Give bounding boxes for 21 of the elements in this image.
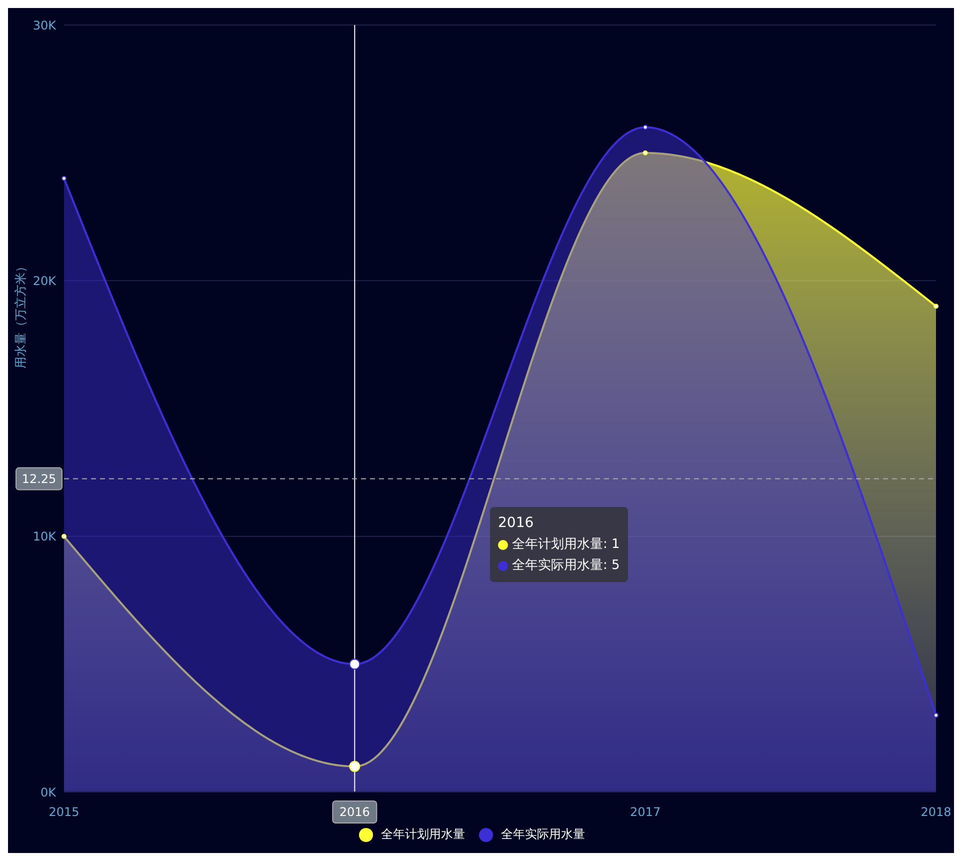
y-axis-title: 用水量（万立方米） xyxy=(13,260,28,368)
annotation: 全年实际用水量: 5 xyxy=(512,557,620,575)
point xyxy=(642,124,648,130)
y-tick-label: 30K xyxy=(32,18,58,32)
annotation: 2016 xyxy=(498,514,534,533)
y-tick-label: 0K xyxy=(40,785,58,800)
y-tick-label: 20K xyxy=(32,274,58,288)
x-tick-label: 2015 xyxy=(48,805,80,819)
point xyxy=(62,176,66,181)
point xyxy=(642,150,648,156)
legend-label: 全年计划用水量 xyxy=(380,826,465,843)
legend-label: 全年实际用水量 xyxy=(500,826,585,843)
point xyxy=(934,304,938,309)
x-tick-label: 2016 xyxy=(339,805,370,819)
y-tick-label: 10K xyxy=(32,530,58,544)
point xyxy=(934,712,938,718)
ref-line-label: 12.25 xyxy=(22,472,56,486)
annotation: 全年计划用水量: 1 xyxy=(512,536,620,554)
x-tick-label: 2018 xyxy=(920,805,952,819)
point xyxy=(62,534,66,539)
x-tick-label: 2017 xyxy=(630,805,661,819)
